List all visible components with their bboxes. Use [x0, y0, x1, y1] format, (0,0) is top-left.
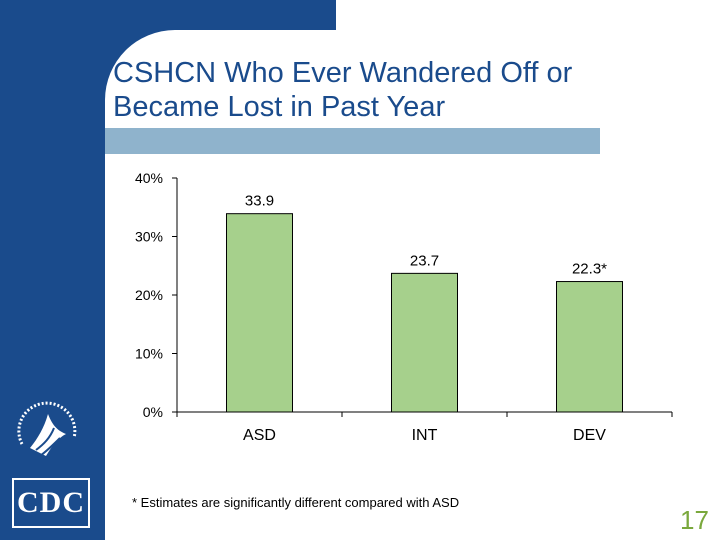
footnote: * Estimates are significantly different … [132, 495, 460, 510]
cdc-logo-text: CDC [17, 486, 85, 519]
slide-title-line-1: CSHCN Who Ever Wandered Off or [113, 57, 573, 89]
y-tick-label: 10% [135, 346, 163, 362]
data-label: 23.7 [410, 252, 439, 269]
y-tick-label: 30% [135, 229, 163, 245]
title-underline-bar [105, 128, 600, 154]
data-label: 33.9 [245, 193, 274, 210]
x-category-label: DEV [573, 427, 606, 444]
x-category-label: INT [412, 427, 438, 444]
y-tick-label: 40% [135, 170, 163, 186]
bar-asd [226, 213, 293, 413]
bar-dev [556, 281, 623, 413]
x-category-label: ASD [243, 427, 276, 444]
bar-int [391, 272, 458, 413]
hhs-eagle-seal-icon [17, 401, 77, 457]
data-label: 22.3* [572, 261, 607, 278]
slide-title-line-2: Became Lost in Past Year [113, 91, 446, 123]
page-number: 17 [680, 505, 709, 535]
y-tick-label: 0% [143, 404, 163, 420]
cdc-logo: CDC [12, 478, 90, 528]
slide-title: CSHCN Who Ever Wandered Off or Became Lo… [113, 56, 673, 124]
y-tick-label: 20% [135, 287, 163, 303]
